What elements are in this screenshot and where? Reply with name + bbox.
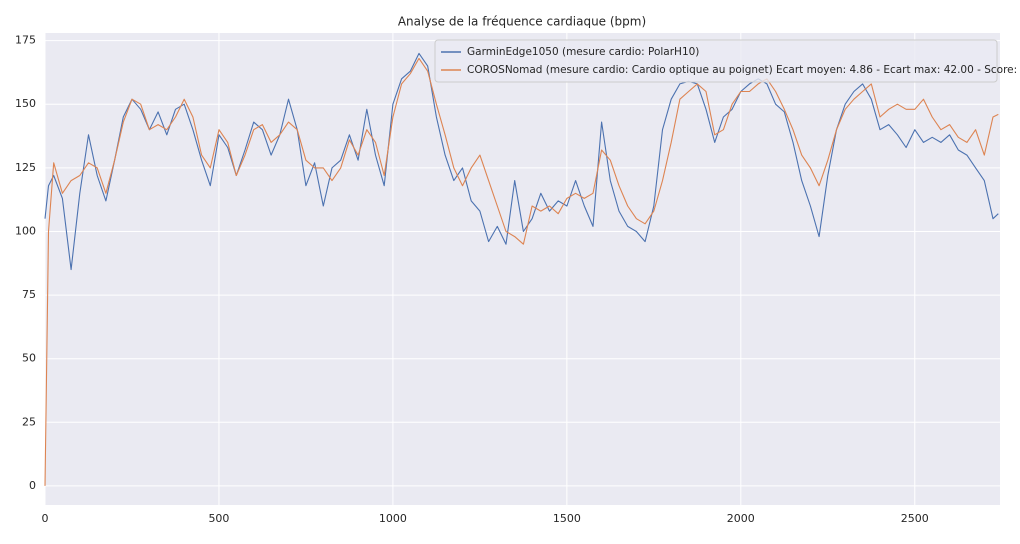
y-tick-label: 175 xyxy=(15,34,36,47)
plot-area xyxy=(45,33,1000,505)
x-tick-label: 0 xyxy=(42,512,49,525)
series-line xyxy=(44,52,999,271)
x-tick-label: 2000 xyxy=(727,512,755,525)
y-tick-label: 75 xyxy=(22,288,36,301)
y-tick-label: 100 xyxy=(15,224,36,237)
x-tick-label: 500 xyxy=(208,512,229,525)
x-tick-label: 1500 xyxy=(553,512,581,525)
legend-label: COROSNomad (mesure cardio: Cardio optiqu… xyxy=(467,64,1020,76)
x-tick-label: 1000 xyxy=(379,512,407,525)
legend-box xyxy=(434,39,998,83)
y-tick-label: 150 xyxy=(15,97,36,110)
y-tick-label: 125 xyxy=(15,161,36,174)
y-tick-label: 50 xyxy=(22,352,36,365)
y-tick-label: 0 xyxy=(29,479,36,492)
y-tick-label: 25 xyxy=(22,415,36,428)
series-line xyxy=(44,57,999,486)
legend-label: GarminEdge1050 (mesure cardio: PolarH10) xyxy=(467,46,699,58)
chart-title: Analyse de la fréquence cardiaque (bpm) xyxy=(398,15,646,29)
x-tick-label: 2500 xyxy=(901,512,929,525)
